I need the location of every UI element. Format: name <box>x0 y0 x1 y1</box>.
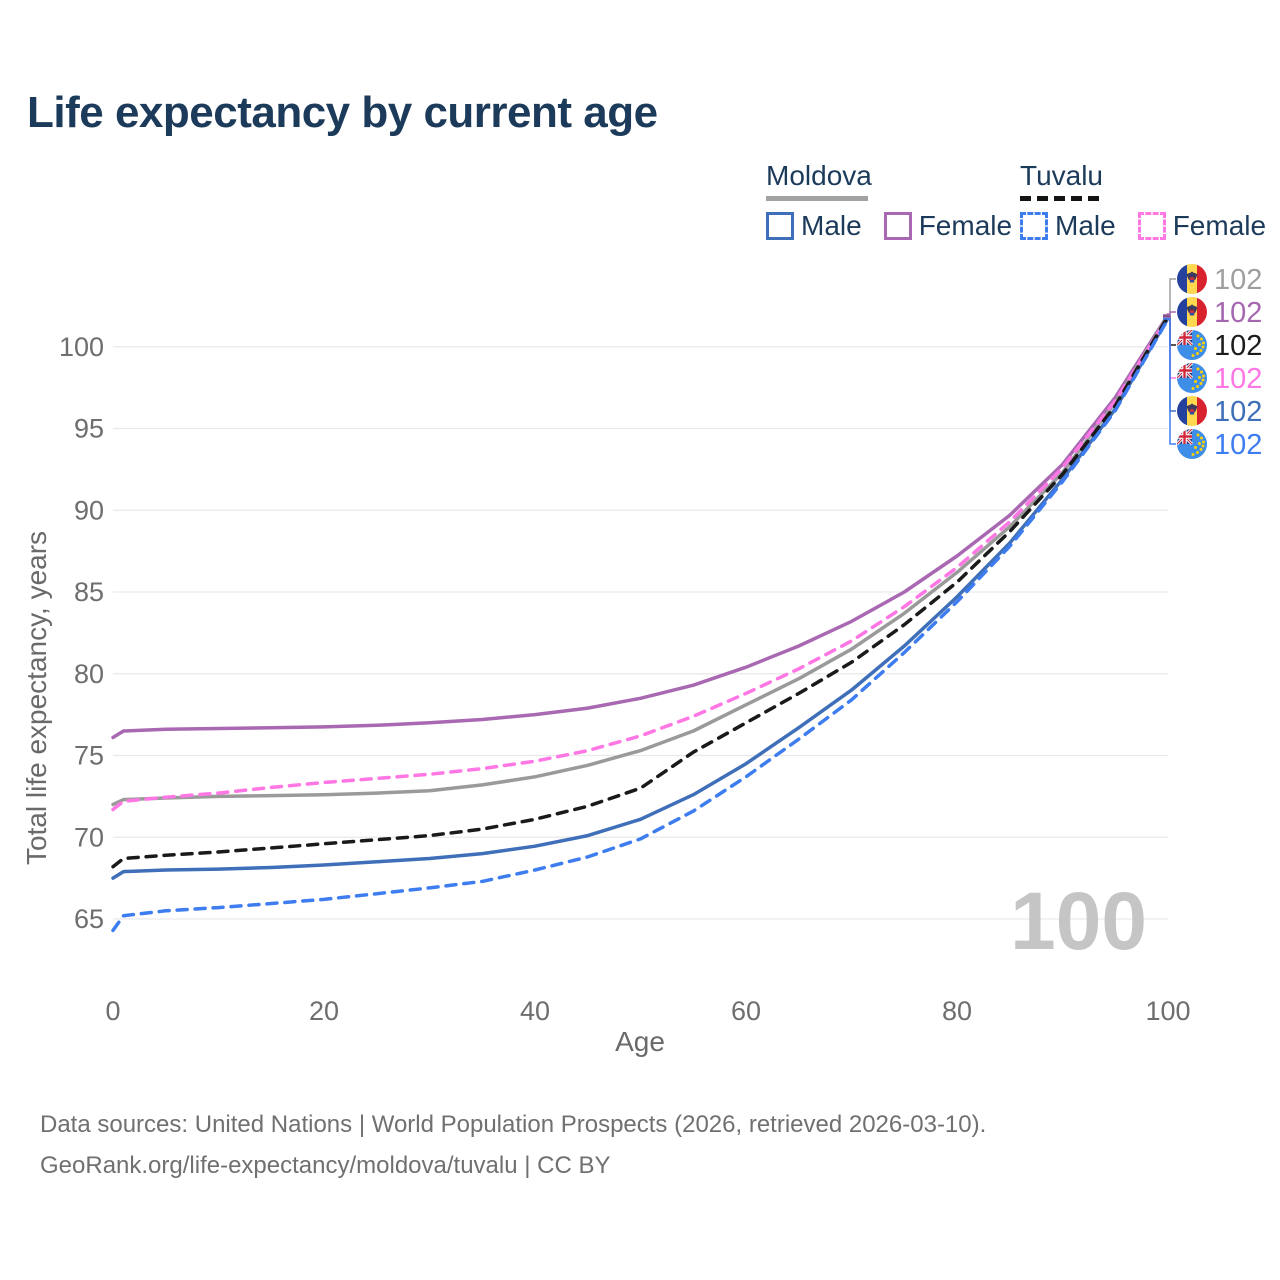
footer: Data sources: United Nations | World Pop… <box>40 1104 986 1186</box>
legend-item-tuvalu-male[interactable]: Male <box>1020 210 1138 242</box>
x-axis-title: Age <box>615 1026 665 1057</box>
series-line-tv-male[interactable] <box>111 317 1170 933</box>
y-tick-label-95: 95 <box>74 414 104 444</box>
page-title: Life expectancy by current age <box>27 88 658 137</box>
legend-item-moldova-female[interactable]: Female <box>883 210 1034 242</box>
footer-attribution: GeoRank.org/life-expectancy/moldova/tuva… <box>40 1152 611 1179</box>
flag-icon-tuvalu <box>1177 429 1207 459</box>
legend-label: Male <box>801 210 862 241</box>
y-tick-label-85: 85 <box>74 577 104 607</box>
x-tick-label-100: 100 <box>1145 996 1190 1026</box>
y-axis-title: Total life expectancy, years <box>21 531 52 865</box>
legend-linestyle-sample-moldova <box>766 196 868 201</box>
end-label-value-md-all: 102 <box>1214 264 1262 296</box>
end-label-value-md-female: 102 <box>1214 297 1262 329</box>
end-label-value-tv-male: 102 <box>1214 429 1262 461</box>
series-line-md-male[interactable] <box>111 316 1170 880</box>
legend-item-tuvalu-female[interactable]: Female <box>1137 210 1280 242</box>
legend-swatch-tuvalu-male <box>1020 212 1048 240</box>
y-tick-label-90: 90 <box>74 495 104 525</box>
y-tick-label-80: 80 <box>74 659 104 689</box>
legend-country-moldova: Moldova <box>766 160 872 191</box>
end-label-value-tv-all: 102 <box>1214 330 1262 362</box>
x-tick-label-0: 0 <box>105 996 120 1026</box>
legend-label: Female <box>1172 210 1267 241</box>
end-label-value-tv-female: 102 <box>1214 363 1262 395</box>
y-tick-label-75: 75 <box>74 741 104 771</box>
series-line-tv-all[interactable] <box>111 314 1170 869</box>
legend-label: Male <box>1055 210 1116 241</box>
legend-swatch-moldova-male <box>766 212 794 240</box>
flag-icon-moldova <box>1177 396 1207 426</box>
legend-group-tuvalu: Tuvalu Male Female <box>1020 160 1280 242</box>
x-tick-label-60: 60 <box>731 996 761 1026</box>
series-line-tv-female[interactable] <box>111 315 1170 812</box>
legend-country-tuvalu: Tuvalu <box>1020 160 1104 191</box>
y-tick-label-65: 65 <box>74 904 104 934</box>
y-tick-label-100: 100 <box>59 332 104 362</box>
y-tick-label-70: 70 <box>74 822 104 852</box>
legend-swatch-tuvalu-female <box>1137 212 1166 240</box>
end-label-connector-md-female <box>1163 311 1176 316</box>
legend-item-moldova-male[interactable]: Male <box>766 210 884 242</box>
x-tick-label-20: 20 <box>309 996 339 1026</box>
flag-icon-moldova <box>1177 264 1207 294</box>
legend-swatch-moldova-female <box>883 212 912 240</box>
footer-data-sources: Data sources: United Nations | World Pop… <box>40 1111 987 1138</box>
series-line-md-female[interactable] <box>111 313 1170 740</box>
x-tick-label-40: 40 <box>520 996 550 1026</box>
flag-icon-tuvalu <box>1177 330 1207 360</box>
end-label-connector-tv-male <box>1163 318 1176 445</box>
series-line-md-all[interactable] <box>111 313 1170 807</box>
hover-age-watermark: 100 <box>1010 876 1147 967</box>
end-label-value-md-male: 102 <box>1214 396 1262 428</box>
flag-icon-tuvalu <box>1177 363 1207 393</box>
legend-label: Female <box>918 210 1013 241</box>
x-tick-label-80: 80 <box>942 996 972 1026</box>
legend-linestyle-sample-tuvalu <box>1020 196 1100 201</box>
legend-group-moldova: Moldova Male Female <box>766 160 1034 242</box>
end-label-connector-md-all <box>1163 278 1176 317</box>
flag-icon-moldova <box>1177 297 1207 327</box>
